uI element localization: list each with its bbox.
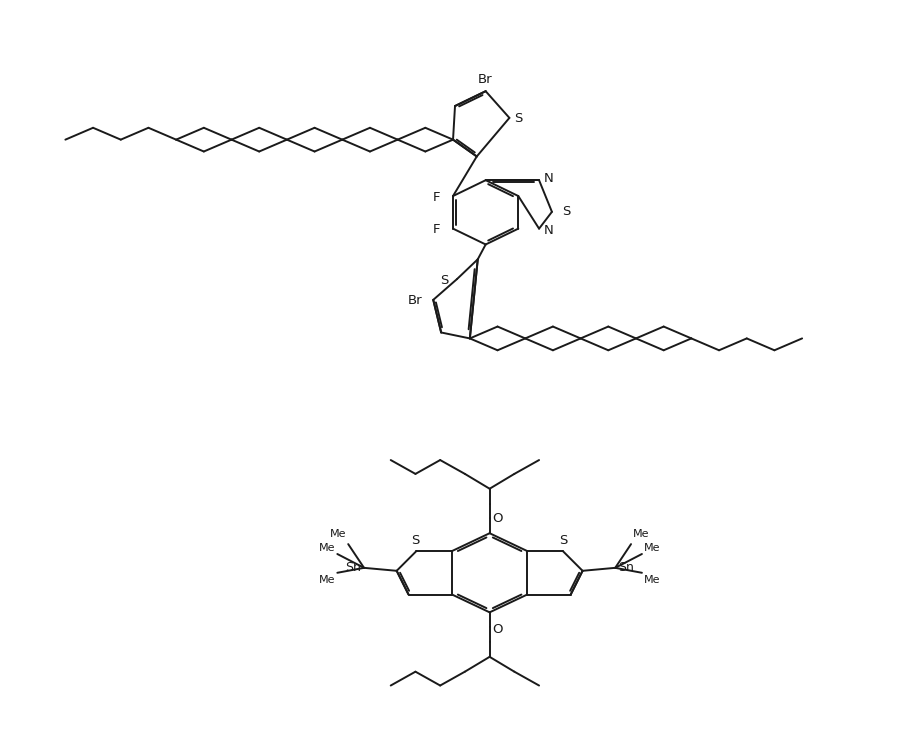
Text: Sn: Sn	[344, 561, 361, 575]
Text: Me: Me	[319, 543, 335, 553]
Text: Me: Me	[643, 543, 660, 553]
Text: O: O	[492, 512, 502, 525]
Text: N: N	[544, 224, 553, 237]
Text: Me: Me	[330, 529, 346, 539]
Text: S: S	[514, 113, 522, 125]
Text: Me: Me	[319, 575, 335, 585]
Text: S: S	[411, 534, 419, 547]
Text: F: F	[432, 191, 440, 204]
Text: Br: Br	[408, 294, 423, 307]
Text: O: O	[492, 623, 502, 635]
Text: Sn: Sn	[618, 561, 633, 575]
Text: N: N	[544, 172, 553, 185]
Text: Me: Me	[632, 529, 649, 539]
Text: S: S	[559, 534, 568, 547]
Text: S: S	[439, 273, 447, 287]
Text: F: F	[432, 223, 440, 236]
Text: S: S	[561, 205, 569, 219]
Text: Br: Br	[476, 73, 491, 86]
Text: Me: Me	[643, 575, 660, 585]
